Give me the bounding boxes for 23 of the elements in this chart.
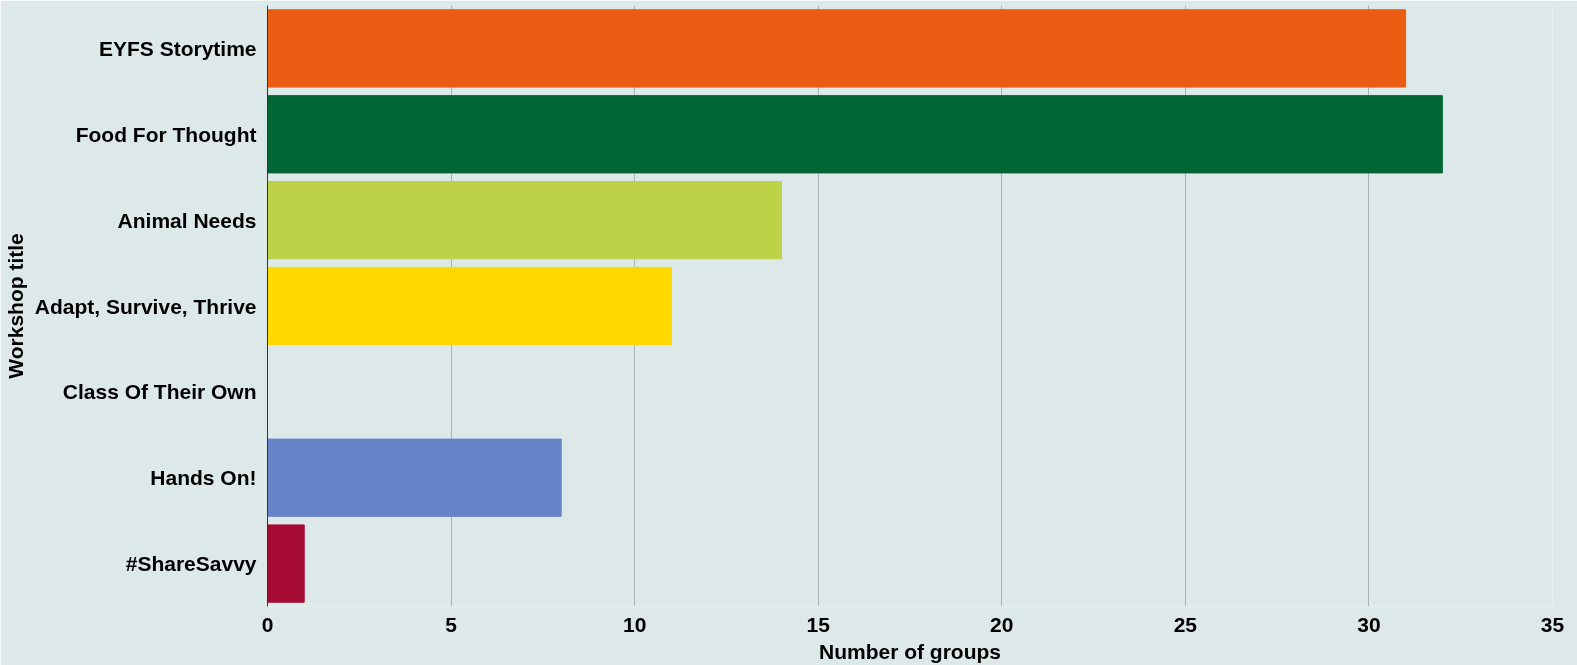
x-axis-title: Number of groups [819,639,1001,663]
y-tick-label: Hands On! [150,466,257,490]
bar [267,524,305,603]
x-tick-label: 20 [990,612,1014,636]
y-tick-label: EYFS Storytime [98,36,257,60]
bar [267,438,562,517]
bar [267,95,1443,174]
bar [267,266,672,346]
bar [267,181,782,260]
bar [267,9,1407,88]
y-tick-label: Adapt, Survive, Thrive [34,294,257,318]
x-tick-label: 5 [445,612,458,636]
x-tick-label: 25 [1173,612,1198,636]
x-tick-label: 30 [1357,612,1381,636]
y-tick-label: Food For Thought [75,122,257,146]
x-tick-label: 10 [622,612,647,636]
x-tick-label: 35 [1540,612,1565,636]
y-tick-label: Animal Needs [117,208,257,232]
x-tick-label: 0 [261,612,274,636]
y-axis-title: Workshop title [3,233,27,379]
x-tick-label: 15 [806,612,831,636]
y-tick-label: Class Of Their Own [62,380,257,404]
y-tick-label: #ShareSavvy [125,552,257,576]
